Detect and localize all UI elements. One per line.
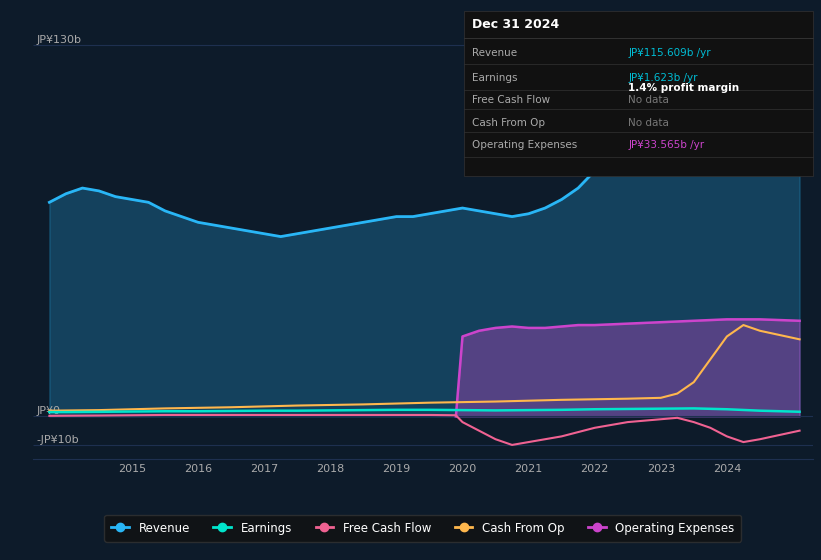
Text: JP¥115.609b /yr: JP¥115.609b /yr <box>628 48 711 58</box>
Text: Free Cash Flow: Free Cash Flow <box>472 95 550 105</box>
Text: JP¥33.565b /yr: JP¥33.565b /yr <box>628 140 704 150</box>
Text: Revenue: Revenue <box>472 48 517 58</box>
Text: No data: No data <box>628 95 669 105</box>
Text: -JP¥10b: -JP¥10b <box>37 435 80 445</box>
Text: 1.4% profit margin: 1.4% profit margin <box>628 83 739 93</box>
Text: Cash From Op: Cash From Op <box>472 118 545 128</box>
Text: Dec 31 2024: Dec 31 2024 <box>472 18 559 31</box>
Text: JP¥130b: JP¥130b <box>37 35 82 45</box>
Text: Operating Expenses: Operating Expenses <box>472 140 577 150</box>
Text: No data: No data <box>628 118 669 128</box>
Legend: Revenue, Earnings, Free Cash Flow, Cash From Op, Operating Expenses: Revenue, Earnings, Free Cash Flow, Cash … <box>104 515 741 542</box>
Text: JP¥0: JP¥0 <box>37 407 61 417</box>
Text: JP¥1.623b /yr: JP¥1.623b /yr <box>628 73 698 83</box>
Text: Earnings: Earnings <box>472 73 517 83</box>
